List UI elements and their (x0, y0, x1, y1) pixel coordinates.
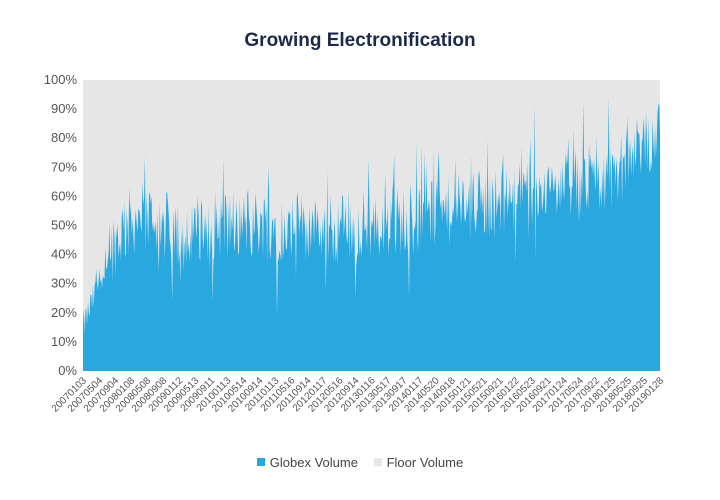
y-tick-label: 80% (51, 130, 77, 145)
chart-title: Growing Electronification (244, 30, 476, 51)
y-tick-label: 90% (51, 101, 77, 116)
y-tick-label: 60% (51, 188, 77, 203)
y-tick-label: 10% (51, 334, 77, 349)
legend-item-globex: Globex Volume (256, 455, 358, 470)
legend-swatch-floor (373, 458, 382, 466)
legend-label-floor: Floor Volume (386, 455, 464, 470)
y-tick-label: 30% (51, 276, 77, 291)
y-tick-label: 70% (51, 159, 77, 174)
chart-legend: Globex Volume Floor Volume (0, 455, 720, 470)
y-tick-label: 100% (44, 72, 78, 87)
globex-volume-area (83, 97, 660, 372)
y-tick-label: 0% (58, 363, 77, 378)
legend-swatch-globex (256, 458, 265, 466)
y-tick-label: 50% (51, 218, 77, 233)
legend-item-floor: Floor Volume (373, 455, 464, 470)
legend-label-globex: Globex Volume (269, 455, 358, 470)
y-tick-label: 20% (51, 305, 77, 320)
y-tick-label: 40% (51, 247, 77, 262)
